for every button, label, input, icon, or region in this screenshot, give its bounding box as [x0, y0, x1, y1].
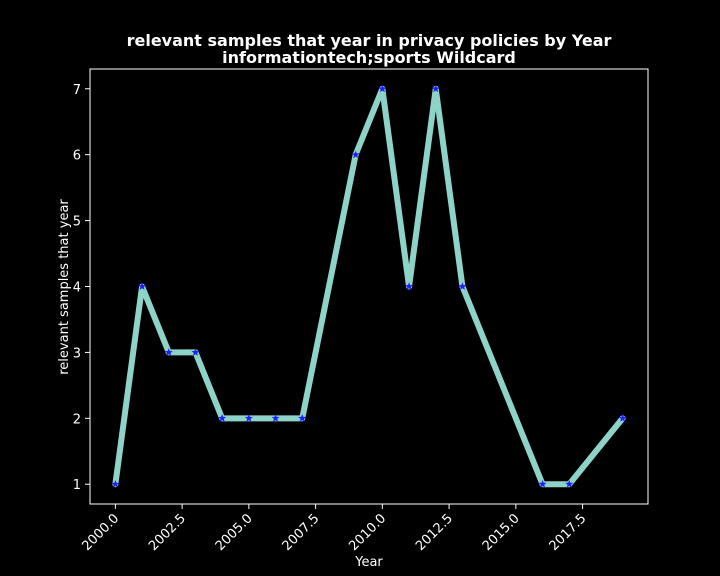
data-point-marker	[618, 414, 627, 422]
y-tick-label: 3	[73, 346, 81, 361]
x-tick-label: 2010.0	[346, 511, 389, 554]
x-axis-label: Year	[354, 555, 383, 570]
data-point-marker	[271, 414, 280, 422]
y-tick-label: 2	[73, 412, 81, 427]
data-point-marker	[244, 414, 253, 422]
series-line	[112, 85, 626, 488]
y-tick-label: 1	[73, 478, 81, 493]
axis-ticks: 2000.0 2002.5 2005.0 2007.5 2010.0 2012.5 2015…	[73, 83, 590, 554]
data-point-marker	[431, 84, 440, 93]
data-point-marker	[405, 282, 414, 290]
x-tick-label: 2017.5	[547, 511, 590, 554]
data-point-marker	[378, 84, 387, 93]
y-tick-label: 6	[73, 149, 81, 164]
data-point-marker	[138, 282, 147, 290]
chart-title-line2: informationtech;sports Wildcard	[222, 48, 516, 67]
x-tick-label: 2002.5	[146, 511, 189, 554]
y-tick-label: 4	[73, 281, 81, 296]
data-point-marker	[164, 348, 173, 356]
y-axis-label: relevant samples that year	[57, 199, 72, 375]
data-point-marker	[351, 150, 360, 159]
series-line-group	[111, 84, 627, 488]
plot-area-frame	[89, 68, 649, 505]
data-point-marker	[458, 282, 467, 290]
data-point-marker	[298, 414, 307, 422]
x-tick-label: 2012.5	[413, 511, 456, 554]
x-tick-label: 2015.0	[480, 511, 523, 554]
data-point-marker	[565, 480, 574, 488]
data-point-marker	[218, 414, 227, 422]
data-point-marker	[191, 348, 200, 356]
y-tick-label: 5	[73, 215, 81, 230]
y-tick-label: 7	[73, 83, 81, 98]
data-point-marker	[538, 480, 547, 488]
x-tick-label: 2005.0	[213, 511, 256, 554]
x-tick-label: 2000.0	[79, 511, 122, 554]
data-point-marker	[111, 480, 120, 488]
chart-title-line1: relevant samples that year in privacy po…	[127, 31, 612, 50]
x-tick-label: 2007.5	[280, 511, 323, 554]
